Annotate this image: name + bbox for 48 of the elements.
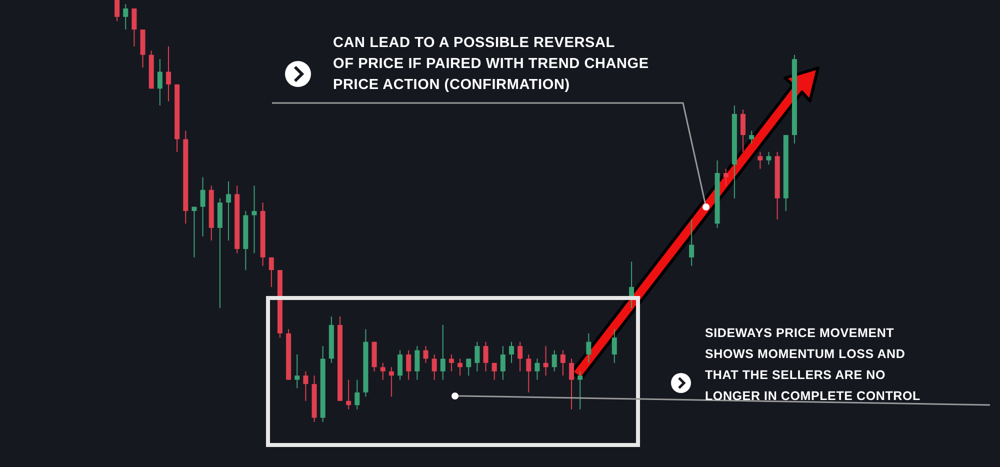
candlestick <box>346 379 352 410</box>
candlestick <box>749 130 754 144</box>
candlestick <box>508 341 514 364</box>
candlestick <box>226 180 232 242</box>
candlestick <box>354 379 360 410</box>
candlestick <box>200 176 206 237</box>
candlestick <box>518 341 523 372</box>
candlestick <box>483 341 488 372</box>
candlestick <box>432 354 437 380</box>
candlestick <box>268 256 274 288</box>
candlestick <box>448 354 454 372</box>
candlestick <box>166 46 171 102</box>
annotation: SIDEWAYS PRICE MOVEMENT SHOWS MOMENTUM LOSS AND THAT THE SELLERS ARE NO LONGER IN COMPLETE CONTROL <box>705 325 920 405</box>
candlestick <box>578 370 583 410</box>
annotation: CAN LEAD TO A POSSIBLE REVERSAL OF PRICE IF PAIRED WITH TREND CHANGE PRICE ACTION (CONFIRMATION) <box>333 34 649 95</box>
candlestick <box>492 362 497 380</box>
candlestick <box>474 341 480 372</box>
candlestick <box>543 346 548 376</box>
candlestick <box>466 358 472 376</box>
candlestick <box>157 58 162 106</box>
candlestick <box>252 185 257 254</box>
candlestick <box>766 151 772 166</box>
candlestick <box>192 206 197 258</box>
candlestick <box>689 218 694 266</box>
candlestick <box>569 358 574 410</box>
candlestick <box>423 346 428 364</box>
candlestick <box>398 350 403 380</box>
candlestick <box>132 8 137 47</box>
candlestick <box>534 358 540 380</box>
candlestick <box>723 168 728 186</box>
candlestick <box>526 354 532 393</box>
candlestick <box>758 151 763 170</box>
candlestick <box>440 324 446 380</box>
candlestick <box>552 350 557 372</box>
candlestick <box>380 362 386 380</box>
candlestick <box>458 358 463 376</box>
candlestick <box>303 370 308 402</box>
candlestick <box>500 346 506 380</box>
candlestick <box>294 354 300 389</box>
candlestick <box>114 0 120 22</box>
candlestick <box>560 350 566 376</box>
candlestick <box>740 109 746 152</box>
candlestick <box>123 4 128 30</box>
candlestick <box>612 328 617 364</box>
candlestick <box>414 346 420 380</box>
candlestick <box>586 332 592 364</box>
candlestick <box>388 366 394 398</box>
candlestick <box>406 350 412 380</box>
